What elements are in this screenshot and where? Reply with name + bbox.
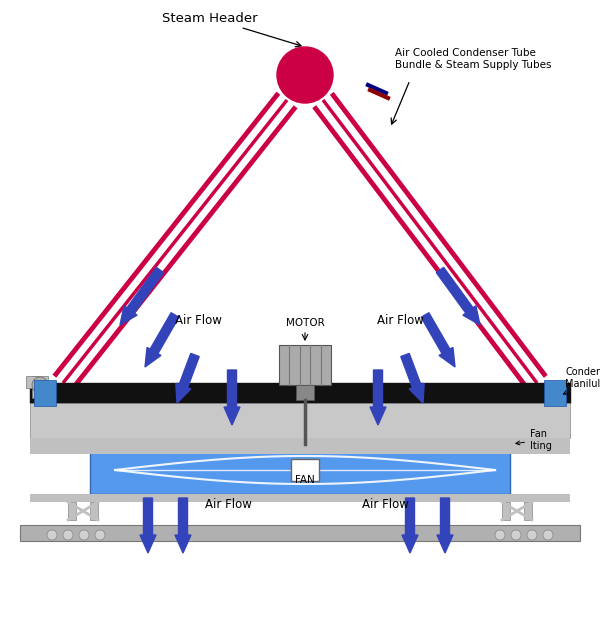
Circle shape xyxy=(79,530,89,540)
Bar xyxy=(26,376,38,388)
Text: Air Flow: Air Flow xyxy=(205,499,251,512)
Text: FAN: FAN xyxy=(295,475,315,485)
FancyArrow shape xyxy=(224,370,240,425)
Bar xyxy=(34,380,56,406)
Circle shape xyxy=(543,530,553,540)
Bar xyxy=(20,525,580,541)
FancyArrow shape xyxy=(175,498,191,553)
Bar xyxy=(30,383,570,403)
Text: Air Flow: Air Flow xyxy=(362,499,409,512)
Text: Condensate
Maniluld: Condensate Maniluld xyxy=(563,367,600,394)
FancyArrow shape xyxy=(370,370,386,425)
Circle shape xyxy=(63,530,73,540)
FancyArrow shape xyxy=(140,498,156,553)
Bar xyxy=(30,446,570,454)
Circle shape xyxy=(511,530,521,540)
Text: Air Cooled Condenser Tube
Bundle & Steam Supply Tubes: Air Cooled Condenser Tube Bundle & Steam… xyxy=(395,48,551,70)
Bar xyxy=(30,494,570,502)
Bar xyxy=(30,438,570,446)
FancyArrow shape xyxy=(421,313,455,367)
FancyArrow shape xyxy=(145,313,179,367)
Bar xyxy=(524,502,532,520)
Bar xyxy=(296,385,314,400)
FancyArrow shape xyxy=(437,498,453,553)
Text: MOTOR: MOTOR xyxy=(286,318,325,328)
Bar xyxy=(291,459,319,481)
Bar xyxy=(90,502,98,520)
Circle shape xyxy=(527,530,537,540)
Bar xyxy=(544,380,566,406)
Text: Steam Header: Steam Header xyxy=(162,12,301,47)
Text: Fan
Iting: Fan Iting xyxy=(516,429,552,451)
FancyArrow shape xyxy=(401,353,424,403)
FancyArrow shape xyxy=(120,268,164,325)
Circle shape xyxy=(47,530,57,540)
Circle shape xyxy=(95,530,105,540)
FancyArrow shape xyxy=(436,268,480,325)
Bar xyxy=(32,376,48,398)
Circle shape xyxy=(32,377,48,393)
Bar xyxy=(279,345,331,385)
FancyArrow shape xyxy=(402,498,418,553)
Text: Air Flow: Air Flow xyxy=(175,313,221,326)
FancyArrow shape xyxy=(176,353,199,403)
Circle shape xyxy=(277,47,333,103)
Bar xyxy=(30,403,570,438)
Bar xyxy=(502,502,510,520)
Text: Air Flow: Air Flow xyxy=(377,313,424,326)
Bar xyxy=(68,502,76,520)
Circle shape xyxy=(495,530,505,540)
Bar xyxy=(90,446,510,494)
